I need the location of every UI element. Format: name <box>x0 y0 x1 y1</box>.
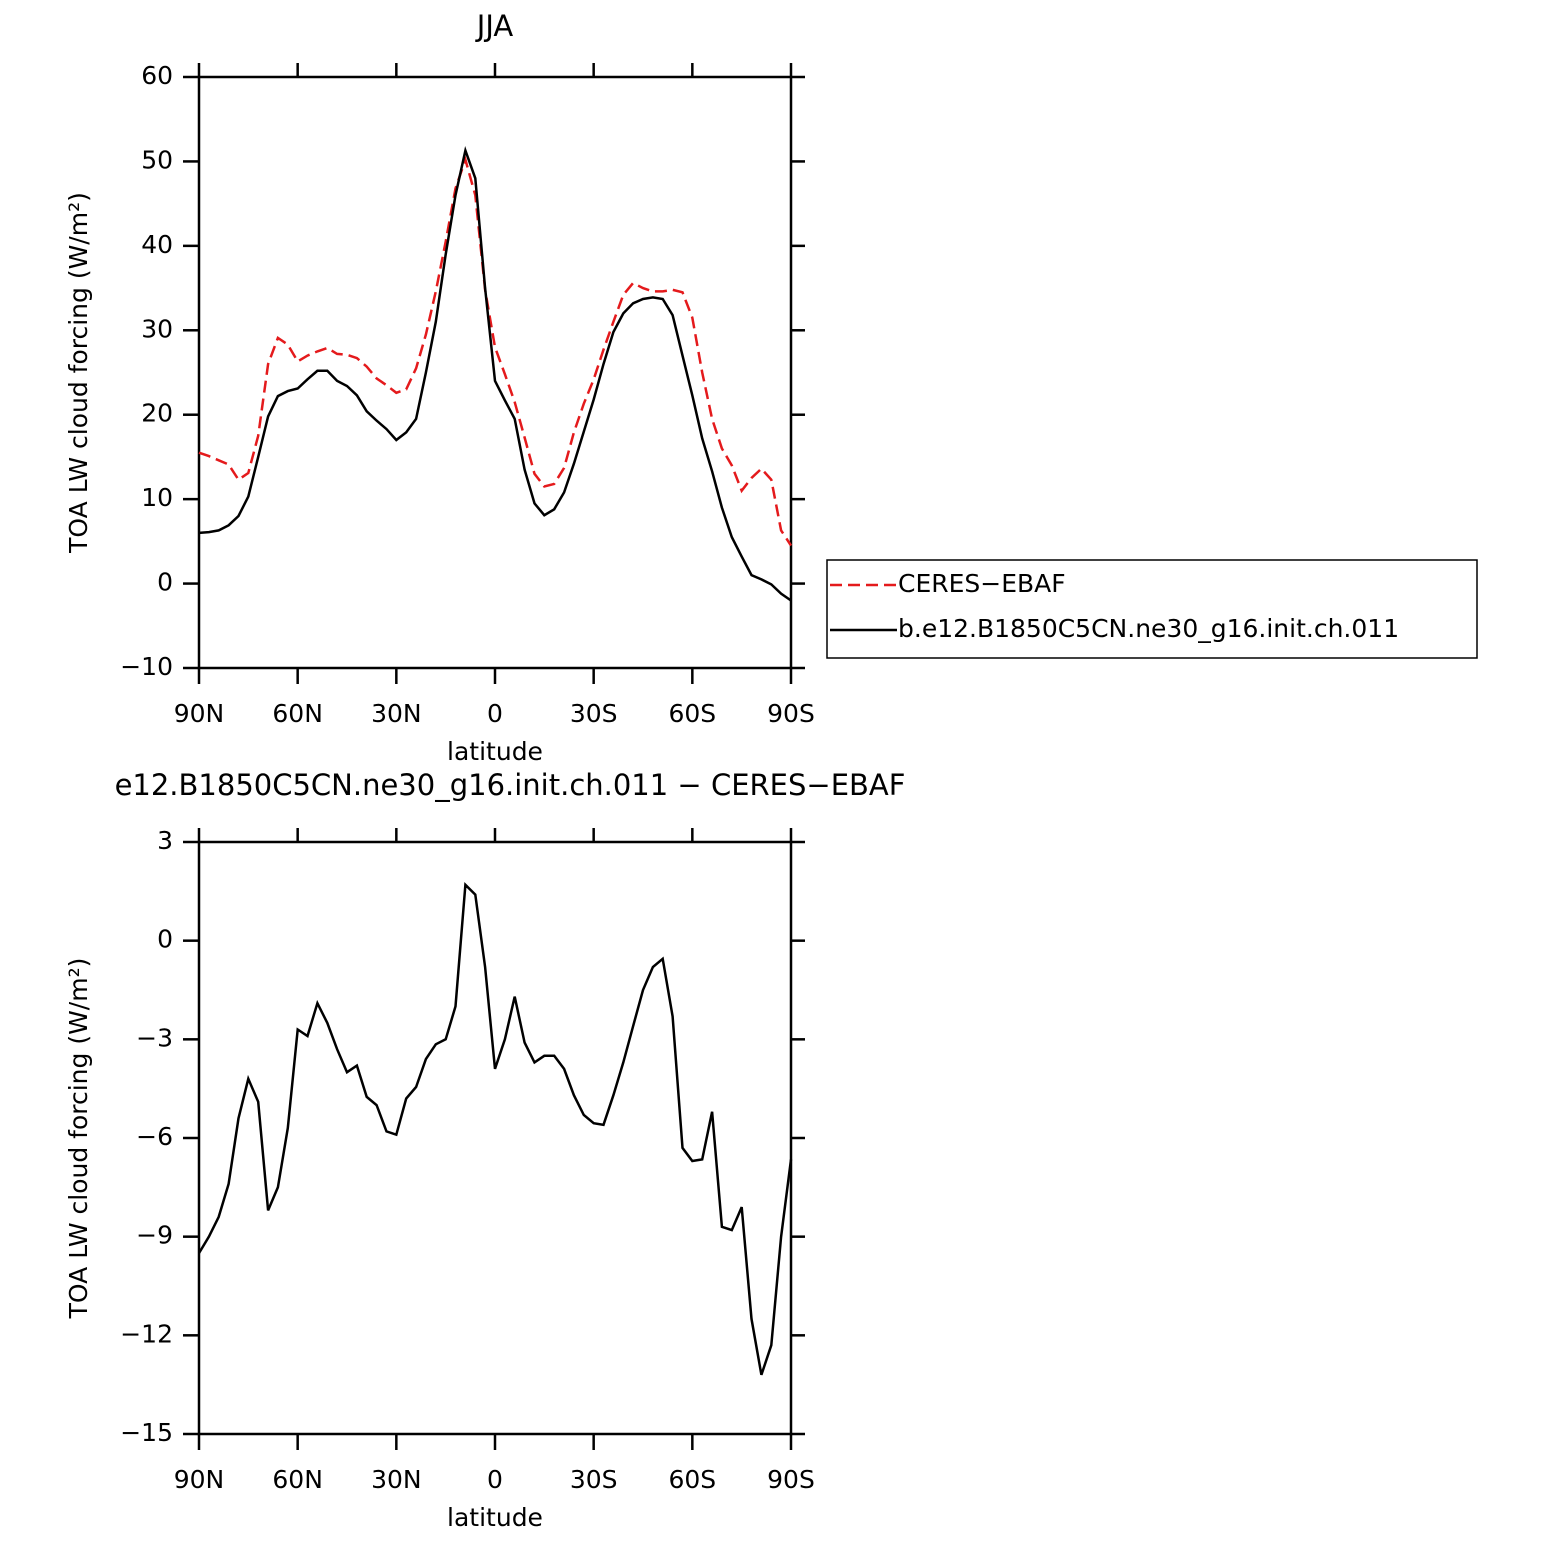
y-tick-label: 10 <box>141 483 173 512</box>
y-tick-label: 0 <box>157 568 173 597</box>
x-tick-label: 60S <box>668 1465 716 1494</box>
x-tick-label: 60N <box>272 699 323 728</box>
y-tick-label: −6 <box>136 1122 173 1151</box>
x-tick-label: 60N <box>272 1465 323 1494</box>
x-tick-label: 30N <box>371 1465 422 1494</box>
y-tick-label: −10 <box>120 652 173 681</box>
x-tick-label: 90N <box>174 699 225 728</box>
x-tick-label: 90S <box>767 699 815 728</box>
x-axis-label: latitude <box>447 737 543 766</box>
y-tick-label: −12 <box>120 1319 173 1348</box>
legend: CERES−EBAF b.e12.B1850C5CN.ne30_g16.init.… <box>826 559 1478 659</box>
plot-frame <box>197 840 793 1436</box>
x-tick-label: 30S <box>570 1465 618 1494</box>
y-tick-label: −15 <box>120 1418 173 1447</box>
y-tick-label: 60 <box>141 61 173 90</box>
y-tick-label: 30 <box>141 314 173 343</box>
series-line <box>198 145 792 602</box>
y-tick-label: −9 <box>136 1221 173 1250</box>
x-tick-label: 90N <box>174 1465 225 1494</box>
y-tick-label: 3 <box>157 826 173 855</box>
series-line <box>197 882 793 1376</box>
legend-label: CERES−EBAF <box>898 569 1066 598</box>
x-tick-label: 0 <box>487 699 503 728</box>
y-tick-label: 0 <box>157 925 173 954</box>
y-tick-label: 20 <box>141 399 173 428</box>
x-tick-label: 0 <box>487 1465 503 1494</box>
legend-label: b.e12.B1850C5CN.ne30_g16.init.ch.011 <box>898 614 1399 643</box>
x-tick-label: 90S <box>767 1465 815 1494</box>
y-tick-label: 50 <box>141 145 173 174</box>
x-tick-label: 60S <box>668 699 716 728</box>
x-tick-label: 30S <box>570 699 618 728</box>
y-axis-label: TOA LW cloud forcing (W/m²) <box>64 192 93 554</box>
y-tick-label: −3 <box>136 1023 173 1052</box>
series-line <box>198 155 793 547</box>
chart-title: e12.B1850C5CN.ne30_g16.init.ch.011 − CER… <box>115 768 906 802</box>
y-axis-label: TOA LW cloud forcing (W/m²) <box>64 958 93 1320</box>
x-axis-label: latitude <box>447 1503 543 1532</box>
x-tick-label: 30N <box>371 699 422 728</box>
y-tick-label: 40 <box>141 230 173 259</box>
legend-box <box>826 559 1478 659</box>
chart-title: JJA <box>475 9 514 43</box>
